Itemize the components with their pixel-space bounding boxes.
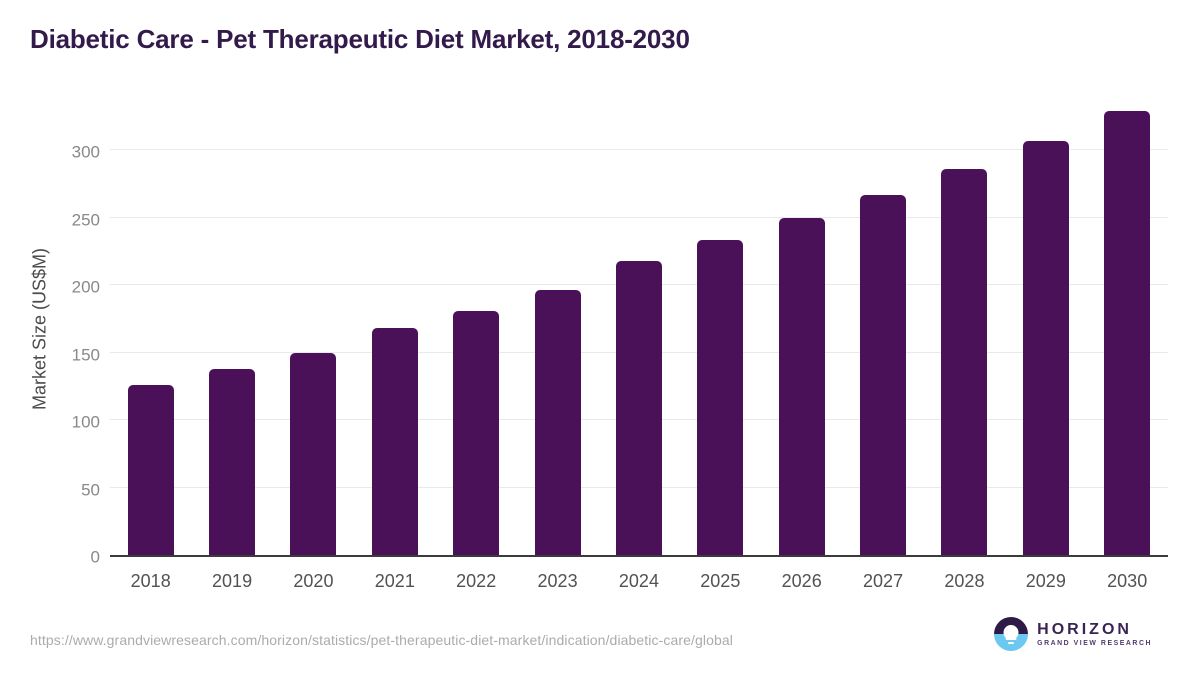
bar-2023 bbox=[534, 290, 581, 555]
bar-2022 bbox=[453, 310, 500, 555]
x-tick-label: 2025 bbox=[700, 571, 741, 591]
x-tick-label: 2028 bbox=[944, 571, 985, 591]
bar-2024 bbox=[615, 260, 662, 555]
sun-reflection-icon bbox=[1008, 642, 1015, 644]
bar-2019 bbox=[209, 368, 256, 555]
x-tick-label: 2019 bbox=[212, 571, 253, 591]
sun-icon bbox=[1003, 625, 1019, 640]
logo-brand: HORIZON bbox=[1037, 621, 1132, 639]
x-tick-label: 2030 bbox=[1107, 571, 1148, 591]
bar-2029 bbox=[1022, 140, 1069, 555]
bar-series bbox=[110, 100, 1168, 555]
bar-2027 bbox=[860, 194, 907, 555]
gridline bbox=[110, 216, 1168, 218]
bar-2020 bbox=[290, 352, 337, 555]
y-tick-label: 0 bbox=[90, 547, 100, 567]
bar-2018 bbox=[127, 384, 174, 555]
horizon-logo: HORIZON GRAND VIEW RESEARCH bbox=[994, 617, 1152, 651]
x-tick-label: 2026 bbox=[781, 571, 822, 591]
y-tick-label: 150 bbox=[71, 345, 100, 364]
bar-2021 bbox=[371, 328, 418, 555]
x-tick-label: 2029 bbox=[1025, 571, 1066, 591]
source-url: https://www.grandviewresearch.com/horizo… bbox=[30, 632, 733, 648]
y-tick-label: 100 bbox=[71, 412, 100, 432]
bar-2030 bbox=[1104, 110, 1151, 555]
x-tick-label: 2027 bbox=[863, 571, 904, 591]
x-tick-label: 2024 bbox=[618, 571, 659, 591]
y-tick-label: 250 bbox=[71, 210, 100, 229]
logo-tagline: GRAND VIEW RESEARCH bbox=[1037, 639, 1152, 647]
x-axis: 2018 2019 2020 2021 2022 2023 2024 2025 2026 2027… bbox=[110, 571, 1168, 592]
y-tick-label: 50 bbox=[81, 480, 100, 499]
gridline bbox=[110, 149, 1168, 150]
bar-2026 bbox=[778, 217, 825, 555]
x-tick-label: 2018 bbox=[130, 571, 171, 591]
sun-reflection-icon bbox=[1005, 637, 1017, 640]
y-tick-label: 200 bbox=[71, 277, 100, 297]
bar-2028 bbox=[941, 168, 988, 555]
x-tick-label: 2023 bbox=[537, 571, 578, 591]
page-title: Diabetic Care - Pet Therapeutic Diet Mar… bbox=[30, 24, 690, 54]
horizon-logo-icon bbox=[994, 617, 1029, 651]
y-tick-label: 300 bbox=[71, 142, 100, 162]
x-tick-label: 2020 bbox=[293, 571, 334, 591]
x-tick-label: 2022 bbox=[456, 571, 497, 591]
bar-2025 bbox=[697, 240, 744, 555]
x-tick-label: 2021 bbox=[374, 571, 415, 591]
plot-area bbox=[110, 100, 1168, 557]
y-axis: 0 50 100 150 200 250 300 bbox=[0, 100, 100, 566]
